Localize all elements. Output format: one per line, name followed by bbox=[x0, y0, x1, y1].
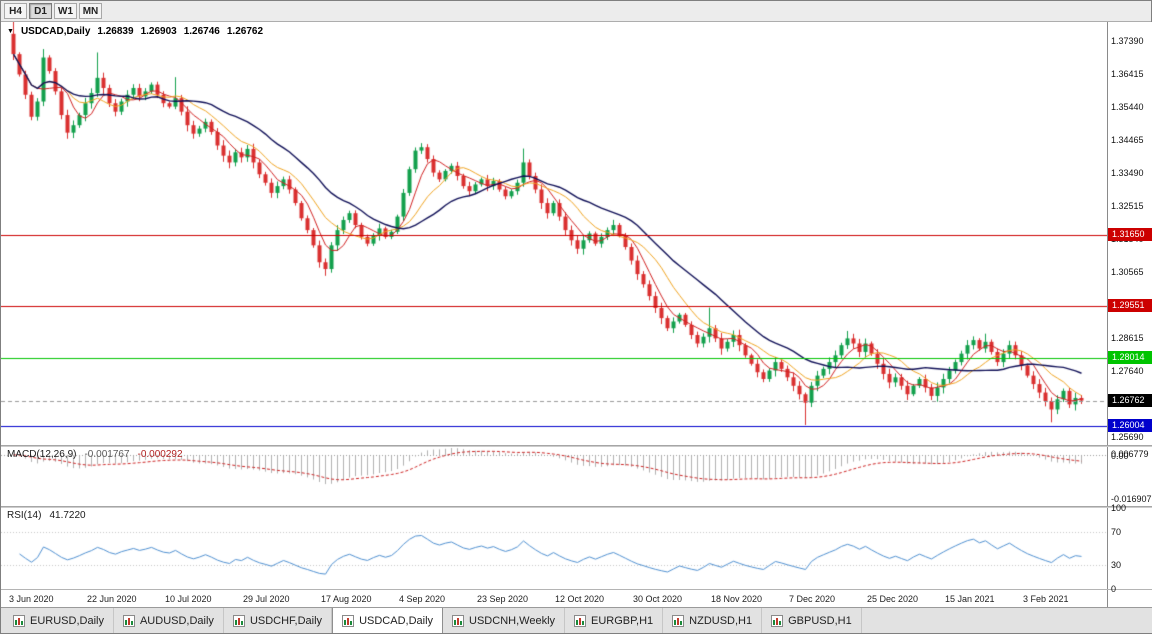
tab-audusd-daily[interactable]: AUDUSD,Daily bbox=[114, 608, 224, 633]
chart-icon bbox=[122, 614, 135, 627]
timeframe-button-mn[interactable]: MN bbox=[79, 3, 102, 19]
tab-label: EURGBP,H1 bbox=[591, 614, 654, 627]
macd-main-value: -0.001767 bbox=[84, 449, 130, 460]
chart-icon bbox=[771, 614, 784, 627]
tab-label: USDCAD,Daily bbox=[359, 614, 434, 627]
tab-usdcad-daily[interactable]: USDCAD,Daily bbox=[332, 608, 444, 633]
price-axis-gutter[interactable] bbox=[1107, 22, 1152, 609]
date-axis-label: 12 Oct 2020 bbox=[555, 594, 605, 604]
chart-symbol-label: USDCAD,Daily bbox=[20, 26, 91, 37]
date-axis-label: 15 Jan 2021 bbox=[945, 594, 995, 604]
chart-icon bbox=[232, 614, 245, 627]
chart-tab-bar: EURUSD,Daily AUDUSD,Daily USDCHF,Daily USDC… bbox=[1, 607, 1152, 633]
bar-high-value: 1.26903 bbox=[140, 26, 177, 37]
date-axis-label: 18 Nov 2020 bbox=[711, 594, 763, 604]
chart-area: 3 Jun 2020 22 Jun 2020 10 Jul 2020 29 Jul 2… bbox=[1, 22, 1152, 609]
chart-icon bbox=[452, 614, 465, 627]
date-axis-label: 17 Aug 2020 bbox=[321, 594, 372, 604]
tab-usdcnh-weekly[interactable]: USDCNH,Weekly bbox=[443, 608, 566, 633]
macd-indicator-header: MACD(12,26,9) -0.001767 -0.000292 bbox=[7, 449, 183, 460]
date-axis-label: 25 Dec 2020 bbox=[867, 594, 919, 604]
tab-eurgbp-h1[interactable]: EURGBP,H1 bbox=[565, 608, 664, 633]
date-axis-label: 29 Jul 2020 bbox=[243, 594, 290, 604]
timeframe-button-w1[interactable]: W1 bbox=[54, 3, 77, 19]
date-axis-label: 4 Sep 2020 bbox=[399, 594, 446, 604]
timeframe-button-h4[interactable]: H4 bbox=[4, 3, 27, 19]
tab-label: USDCHF,Daily bbox=[249, 614, 323, 627]
chart-canvas[interactable] bbox=[1, 22, 1107, 589]
date-axis-label: 22 Jun 2020 bbox=[87, 594, 137, 604]
date-axis-label: 23 Sep 2020 bbox=[477, 594, 529, 604]
chart-icon bbox=[574, 614, 587, 627]
macd-signal-value: -0.000292 bbox=[137, 449, 183, 460]
chart-icon bbox=[13, 614, 25, 627]
tab-label: USDCNH,Weekly bbox=[469, 614, 556, 627]
bar-open-value: 1.26839 bbox=[97, 26, 134, 37]
tab-label: GBPUSD,H1 bbox=[788, 614, 852, 627]
date-axis-label: 7 Dec 2020 bbox=[789, 594, 836, 604]
chart-menu-icon[interactable]: ▼ bbox=[7, 27, 14, 35]
bar-low-value: 1.26746 bbox=[183, 26, 220, 37]
date-axis-label: 3 Jun 2020 bbox=[9, 594, 54, 604]
date-axis-label: 3 Feb 2021 bbox=[1023, 594, 1069, 604]
panel-separator[interactable] bbox=[1, 445, 1152, 447]
tab-label: EURUSD,Daily bbox=[30, 614, 104, 627]
date-axis-label: 30 Oct 2020 bbox=[633, 594, 683, 604]
tab-eurusd-daily[interactable]: EURUSD,Daily bbox=[4, 608, 114, 633]
timeframe-toolbar: H4 D1 W1 MN bbox=[1, 1, 1151, 22]
macd-label: MACD(12,26,9) bbox=[7, 449, 77, 460]
chart-icon bbox=[342, 614, 355, 627]
tab-label: AUDUSD,Daily bbox=[139, 614, 214, 627]
tab-label: NZDUSD,H1 bbox=[689, 614, 753, 627]
panel-separator[interactable] bbox=[1, 506, 1152, 508]
tab-usdchf-daily[interactable]: USDCHF,Daily bbox=[224, 608, 333, 633]
date-axis-label: 10 Jul 2020 bbox=[165, 594, 212, 604]
chart-title: ▼ USDCAD,Daily 1.26839 1.26903 1.26746 1… bbox=[7, 26, 263, 37]
rsi-label: RSI(14) bbox=[7, 510, 42, 521]
tab-nzdusd-h1[interactable]: NZDUSD,H1 bbox=[663, 608, 763, 633]
timeframe-button-d1[interactable]: D1 bbox=[29, 3, 52, 19]
chart-icon bbox=[672, 614, 685, 627]
time-axis[interactable]: 3 Jun 2020 22 Jun 2020 10 Jul 2020 29 Jul 2… bbox=[1, 589, 1152, 609]
rsi-value: 41.7220 bbox=[49, 510, 86, 521]
bar-close-value: 1.26762 bbox=[226, 26, 264, 37]
rsi-indicator-header: RSI(14) 41.7220 bbox=[7, 510, 86, 521]
tab-gbpusd-h1[interactable]: GBPUSD,H1 bbox=[762, 608, 862, 633]
